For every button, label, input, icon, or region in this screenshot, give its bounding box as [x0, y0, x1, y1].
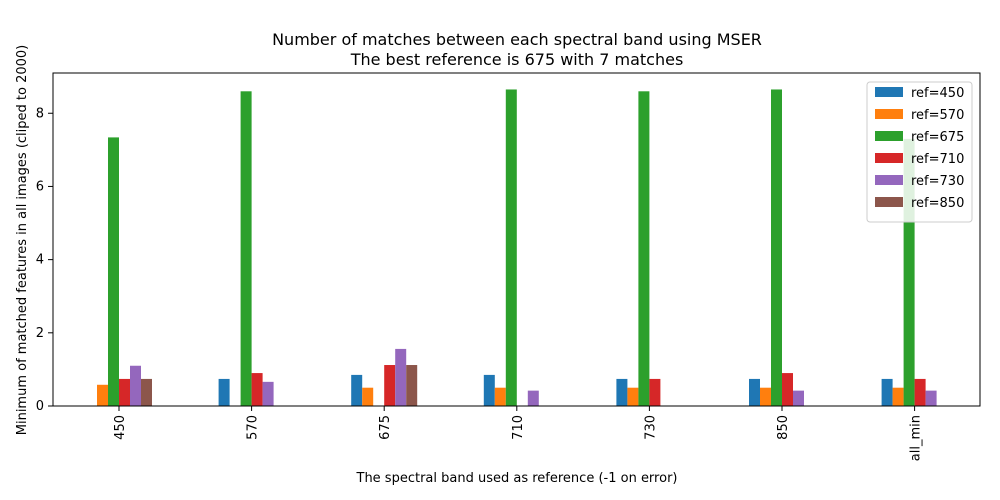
x-tick-label: 570	[246, 415, 261, 440]
legend-label: ref=850	[911, 196, 964, 211]
bar	[892, 387, 904, 406]
legend-swatch	[875, 87, 903, 97]
legend-label: ref=730	[911, 174, 964, 189]
bar	[760, 387, 771, 406]
bar	[881, 378, 893, 406]
bar	[903, 138, 915, 406]
bar	[384, 365, 396, 406]
bar	[483, 374, 495, 406]
bar	[362, 387, 374, 406]
y-tick-label: 8	[36, 106, 44, 121]
bar	[649, 378, 661, 406]
y-tick-label: 6	[36, 179, 44, 194]
plot-area: 0 2 4 6 8 450 570 675 710 730 850 all_min	[36, 72, 981, 461]
chart-title-line1: Number of matches between each spectral …	[272, 30, 762, 49]
y-axis-label: Minimum of matched features in all image…	[15, 45, 30, 436]
legend-label: ref=710	[911, 152, 964, 167]
legend: ref=450 ref=570 ref=675 ref=710 ref=730 ref=8…	[866, 81, 973, 223]
bar	[119, 378, 130, 406]
bar	[141, 378, 152, 406]
legend-swatch	[875, 131, 903, 141]
bar	[494, 387, 506, 406]
legend-swatch	[875, 153, 903, 163]
bar	[351, 374, 363, 406]
bar	[108, 137, 119, 406]
bar	[395, 348, 407, 406]
x-tick-label: 850	[776, 415, 791, 440]
bar	[240, 91, 252, 407]
bar	[925, 390, 937, 406]
bar	[771, 89, 782, 406]
bar	[262, 381, 274, 406]
y-tick-label: 0	[36, 399, 44, 414]
bar	[914, 378, 926, 406]
y-tick-label: 2	[36, 326, 44, 341]
legend-swatch	[875, 175, 903, 185]
bar	[749, 378, 760, 406]
legend-label: ref=450	[911, 86, 964, 101]
x-axis-label: The spectral band used as reference (-1 …	[356, 471, 678, 486]
bar	[627, 387, 639, 406]
bar	[251, 373, 263, 406]
bar	[406, 365, 418, 406]
bar	[782, 373, 793, 406]
bar	[130, 365, 141, 406]
x-tick-label: 730	[643, 415, 658, 440]
y-tick-label: 4	[36, 253, 44, 268]
legend-label: ref=675	[911, 130, 964, 145]
x-tick-label: 675	[378, 415, 393, 440]
bar	[505, 89, 517, 406]
bar	[793, 390, 804, 406]
x-tick-label: all_min	[909, 415, 924, 461]
bar	[97, 384, 108, 406]
bar	[638, 91, 650, 407]
bar	[616, 378, 628, 406]
legend-label: ref=570	[911, 108, 964, 123]
legend-swatch	[875, 197, 903, 207]
x-tick-label: 710	[511, 415, 526, 440]
chart-title-line2: The best reference is 675 with 7 matches	[350, 50, 684, 69]
x-tick-label: 450	[113, 415, 128, 440]
bar	[527, 390, 539, 406]
legend-swatch	[875, 109, 903, 119]
bar	[218, 378, 230, 406]
